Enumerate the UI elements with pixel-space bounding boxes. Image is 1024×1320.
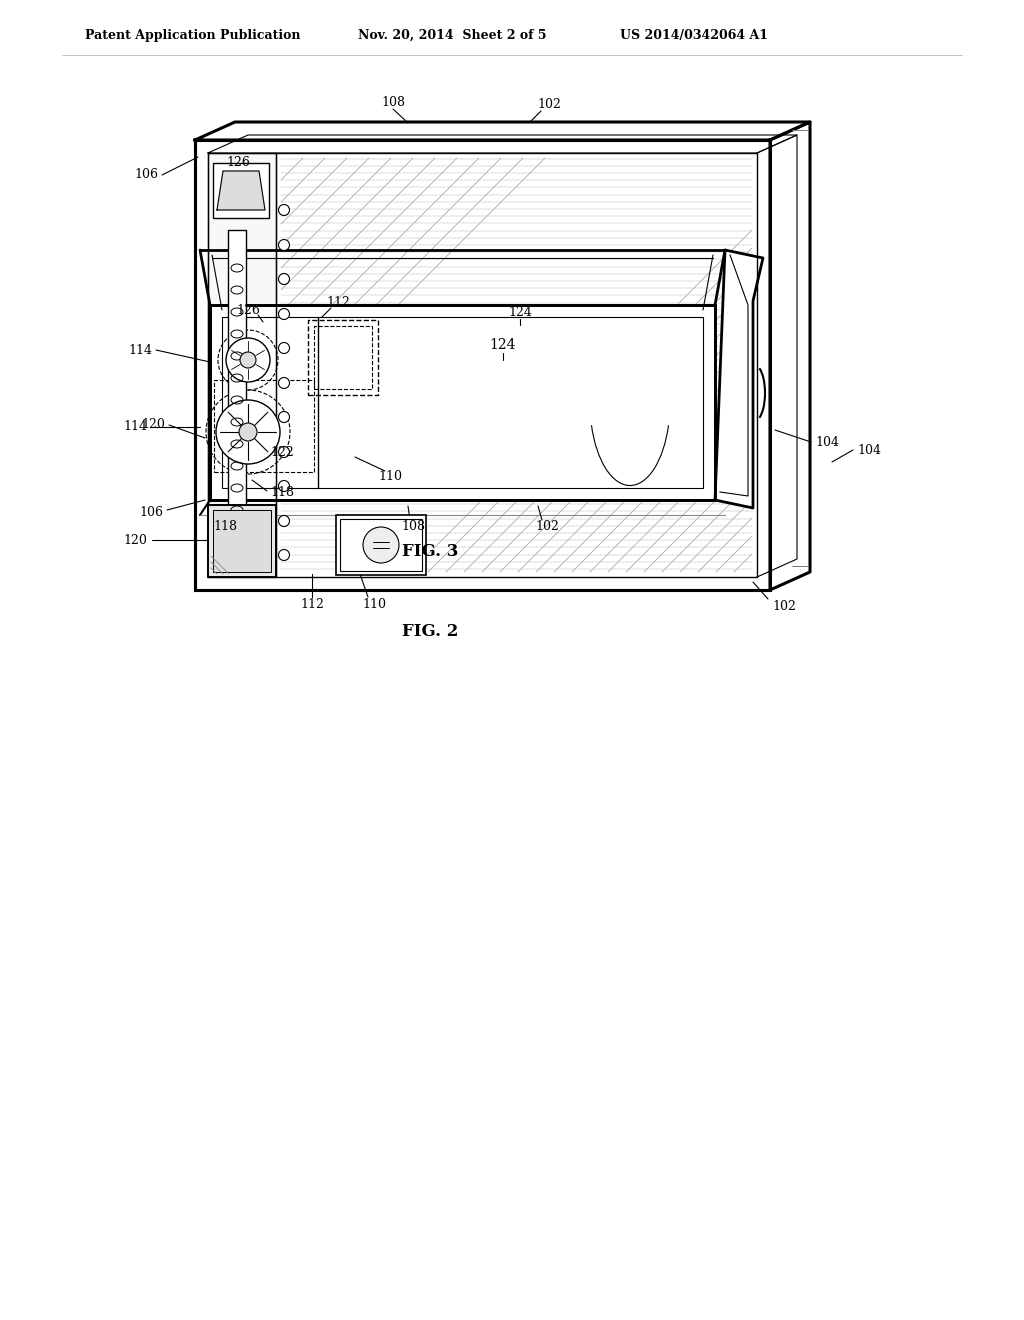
Text: 108: 108 bbox=[381, 95, 406, 108]
Text: FIG. 2: FIG. 2 bbox=[401, 623, 458, 640]
Circle shape bbox=[362, 527, 399, 564]
Text: 112: 112 bbox=[326, 296, 350, 309]
Bar bbox=[214, 380, 314, 473]
Text: 114: 114 bbox=[123, 421, 147, 433]
Text: 126: 126 bbox=[237, 304, 260, 317]
Text: 110: 110 bbox=[362, 598, 386, 610]
Circle shape bbox=[279, 446, 290, 458]
Text: 102: 102 bbox=[536, 520, 559, 533]
Text: 120: 120 bbox=[141, 418, 165, 432]
Circle shape bbox=[279, 239, 290, 251]
Circle shape bbox=[279, 378, 290, 388]
Text: FIG. 3: FIG. 3 bbox=[401, 544, 458, 561]
Circle shape bbox=[240, 352, 256, 368]
Text: 124: 124 bbox=[508, 305, 531, 318]
Text: Patent Application Publication: Patent Application Publication bbox=[85, 29, 300, 41]
Polygon shape bbox=[715, 249, 763, 508]
Text: 112: 112 bbox=[300, 598, 324, 610]
Text: US 2014/0342064 A1: US 2014/0342064 A1 bbox=[620, 29, 768, 41]
Text: 102: 102 bbox=[772, 599, 796, 612]
Bar bbox=[314, 326, 372, 389]
Bar bbox=[222, 317, 703, 488]
Bar bbox=[195, 140, 770, 590]
Circle shape bbox=[279, 412, 290, 422]
Bar bbox=[340, 519, 422, 572]
Circle shape bbox=[279, 480, 290, 491]
Bar bbox=[208, 506, 276, 577]
Bar bbox=[336, 515, 426, 576]
Circle shape bbox=[279, 273, 290, 285]
Polygon shape bbox=[195, 121, 810, 140]
Text: 118: 118 bbox=[213, 520, 237, 533]
Bar bbox=[195, 140, 770, 590]
Bar bbox=[228, 230, 246, 569]
Text: 122: 122 bbox=[270, 446, 294, 458]
Bar bbox=[208, 153, 757, 577]
Text: 104: 104 bbox=[857, 444, 881, 457]
Text: 126: 126 bbox=[226, 156, 250, 169]
Circle shape bbox=[279, 205, 290, 215]
Circle shape bbox=[239, 422, 257, 441]
Polygon shape bbox=[217, 172, 265, 210]
Text: 114: 114 bbox=[128, 343, 152, 356]
Circle shape bbox=[226, 338, 270, 381]
Bar bbox=[208, 506, 276, 577]
Text: Nov. 20, 2014  Sheet 2 of 5: Nov. 20, 2014 Sheet 2 of 5 bbox=[358, 29, 547, 41]
Text: 120: 120 bbox=[123, 533, 147, 546]
Bar bbox=[208, 153, 276, 577]
Bar bbox=[308, 319, 378, 395]
Text: 124: 124 bbox=[489, 338, 516, 352]
Bar bbox=[208, 153, 276, 577]
Bar bbox=[213, 510, 271, 572]
Text: 118: 118 bbox=[270, 486, 294, 499]
Polygon shape bbox=[770, 121, 810, 590]
Bar bbox=[210, 305, 715, 500]
Bar bbox=[213, 162, 269, 218]
Circle shape bbox=[279, 309, 290, 319]
Circle shape bbox=[279, 516, 290, 527]
Circle shape bbox=[216, 400, 280, 465]
Circle shape bbox=[279, 549, 290, 561]
Text: 110: 110 bbox=[378, 470, 402, 483]
Text: 106: 106 bbox=[139, 507, 163, 520]
Text: 108: 108 bbox=[401, 520, 425, 533]
Text: 102: 102 bbox=[537, 99, 561, 111]
Circle shape bbox=[279, 342, 290, 354]
Text: 106: 106 bbox=[134, 169, 158, 181]
Text: 104: 104 bbox=[815, 436, 839, 449]
